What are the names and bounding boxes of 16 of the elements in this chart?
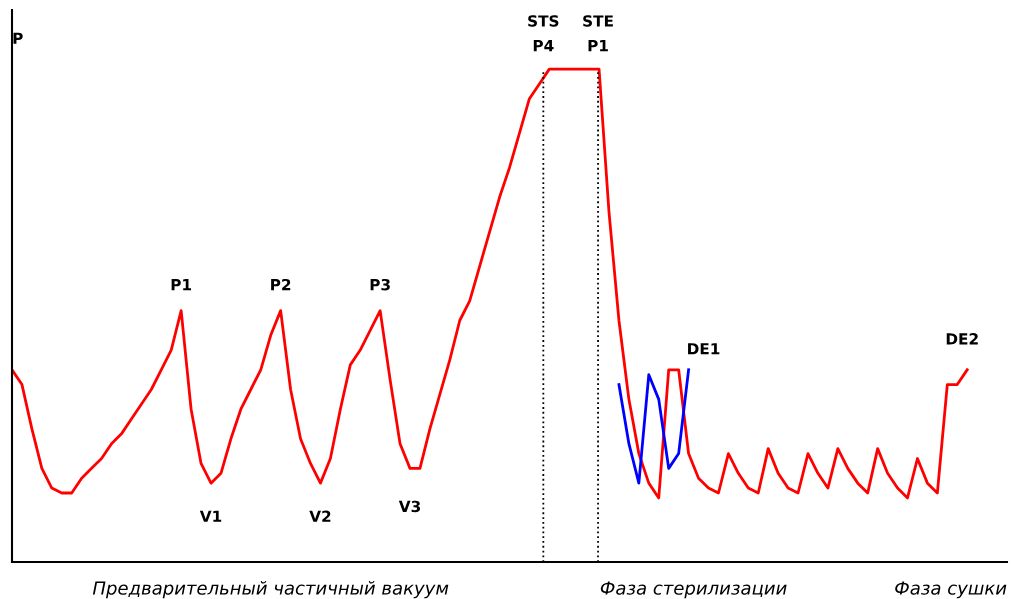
text: STE bbox=[583, 15, 613, 27]
annotation: V1 bbox=[199, 510, 222, 522]
annotation: DE1 bbox=[688, 343, 720, 355]
text: Фаза сушки bbox=[895, 581, 1007, 599]
annotation: P3 bbox=[370, 278, 390, 291]
text: P4 bbox=[533, 40, 554, 52]
text: Фаза стерилизации bbox=[600, 581, 787, 599]
y-axis-title: P bbox=[13, 32, 23, 44]
annotation: V2 bbox=[309, 510, 331, 522]
text: P1 bbox=[588, 40, 608, 52]
annotation: V3 bbox=[398, 500, 421, 513]
annotation: P1 bbox=[171, 279, 192, 291]
annotation: P2 bbox=[271, 278, 291, 291]
annotation: DE2 bbox=[946, 333, 978, 345]
text: Предварительный частичный вакуум bbox=[92, 580, 449, 599]
text: STS bbox=[528, 15, 559, 27]
